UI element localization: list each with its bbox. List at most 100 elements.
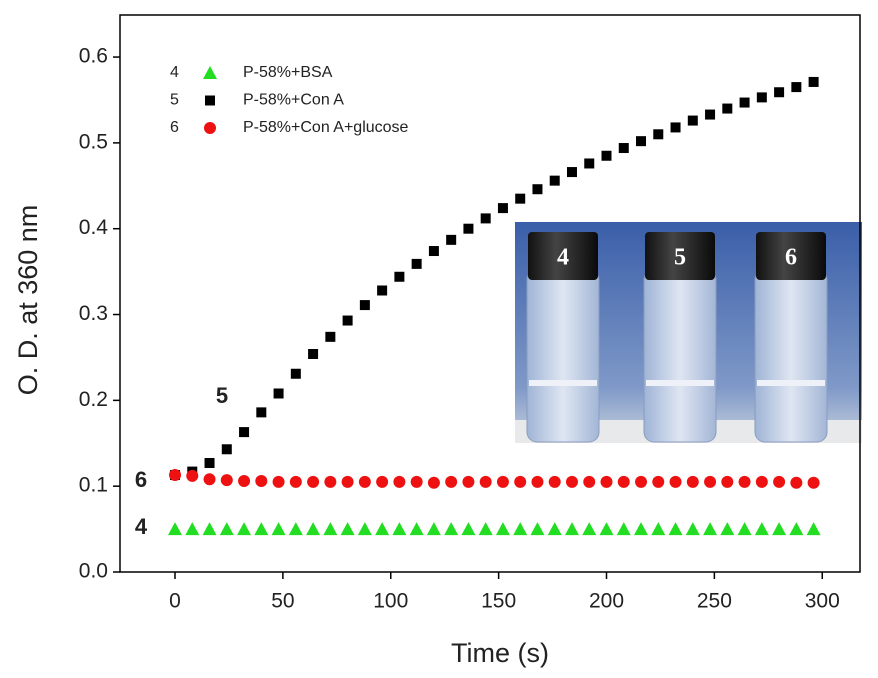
triangle-marker [461, 522, 475, 535]
square-marker [705, 110, 715, 120]
triangle-marker [703, 522, 717, 535]
triangle-marker [772, 522, 786, 535]
triangle-marker [203, 522, 217, 535]
triangle-marker [306, 522, 320, 535]
circle-marker [290, 476, 302, 488]
circle-marker [790, 477, 802, 489]
annotation: 4 [135, 514, 148, 539]
y-tick-label: 0.1 [79, 474, 108, 497]
y-tick-label: 0.4 [79, 216, 109, 239]
legend-id: 5 [170, 92, 179, 109]
vial-label: 4 [557, 245, 569, 271]
circle-marker [393, 476, 405, 488]
triangle-marker [617, 522, 631, 535]
square-marker [602, 151, 612, 161]
triangle-marker [738, 522, 752, 535]
square-marker [688, 116, 698, 126]
square-marker [463, 224, 473, 234]
circle-marker [324, 476, 336, 488]
triangle-marker [254, 522, 268, 535]
triangle-marker [807, 522, 821, 535]
circle-marker [462, 476, 474, 488]
circle-marker [514, 476, 526, 488]
circle-marker [808, 477, 820, 489]
circle-marker [221, 474, 233, 486]
triangle-marker [358, 522, 372, 535]
triangle-marker [289, 522, 303, 535]
circle-marker [411, 476, 423, 488]
circle-marker [255, 475, 267, 487]
square-marker [532, 184, 542, 194]
triangle-marker [220, 522, 234, 535]
legend-marker [203, 66, 217, 79]
triangle-marker [272, 522, 286, 535]
circle-marker [186, 470, 198, 482]
triangle-marker [600, 522, 614, 535]
circle-marker [273, 476, 285, 488]
legend-marker [205, 96, 215, 106]
triangle-marker [530, 522, 544, 535]
square-marker [394, 272, 404, 282]
square-marker [429, 246, 439, 256]
y-tick-label: 0.3 [79, 302, 108, 325]
square-marker [550, 176, 560, 186]
square-marker [481, 213, 491, 223]
triangle-marker [582, 522, 596, 535]
y-tick-label: 0.5 [79, 130, 108, 153]
square-marker [740, 98, 750, 108]
circle-marker [307, 476, 319, 488]
triangle-marker [479, 522, 493, 535]
legend-label: P-58%+Con A+glucose [243, 119, 409, 136]
vial-liquid-line [529, 380, 597, 386]
circle-marker [204, 473, 216, 485]
triangle-marker [789, 522, 803, 535]
square-marker [274, 388, 284, 398]
square-marker [291, 369, 301, 379]
square-marker [205, 458, 215, 468]
triangle-marker [565, 522, 579, 535]
legend-marker [204, 122, 216, 134]
triangle-marker [669, 522, 683, 535]
square-marker [498, 203, 508, 213]
square-marker [722, 104, 732, 114]
vial-label: 6 [785, 245, 797, 271]
vial-glass [644, 270, 716, 442]
circle-marker [566, 476, 578, 488]
annotation: 5 [216, 383, 228, 408]
chart: 456 Time (s) O. D. at 360 nm 05010015020… [0, 0, 878, 673]
circle-marker [169, 469, 181, 481]
circle-marker [531, 476, 543, 488]
square-marker [222, 444, 232, 454]
square-marker [412, 259, 422, 269]
square-marker [671, 122, 681, 132]
legend-label: P-58%+Con A [243, 92, 344, 109]
square-marker [343, 316, 353, 326]
circle-marker [549, 476, 561, 488]
circle-marker [601, 476, 613, 488]
square-marker [619, 143, 629, 153]
triangle-marker [168, 522, 182, 535]
circle-marker [359, 476, 371, 488]
legend-label: P-58%+BSA [243, 64, 333, 81]
triangle-marker [496, 522, 510, 535]
square-marker [791, 82, 801, 92]
x-tick-label: 0 [169, 590, 181, 613]
circle-marker [739, 476, 751, 488]
y-axis-title: O. D. at 360 nm [13, 205, 43, 396]
vial-liquid-line [646, 380, 714, 386]
triangle-marker [427, 522, 441, 535]
vial-liquid-line [757, 380, 825, 386]
square-marker [377, 285, 387, 295]
circle-marker [652, 476, 664, 488]
triangle-marker [720, 522, 734, 535]
x-tick-label: 150 [481, 590, 516, 613]
square-marker [653, 129, 663, 139]
triangle-marker [185, 522, 199, 535]
circle-marker [756, 476, 768, 488]
square-marker [325, 332, 335, 342]
circle-marker [445, 476, 457, 488]
square-marker [636, 136, 646, 146]
square-marker [239, 427, 249, 437]
triangle-marker [410, 522, 424, 535]
